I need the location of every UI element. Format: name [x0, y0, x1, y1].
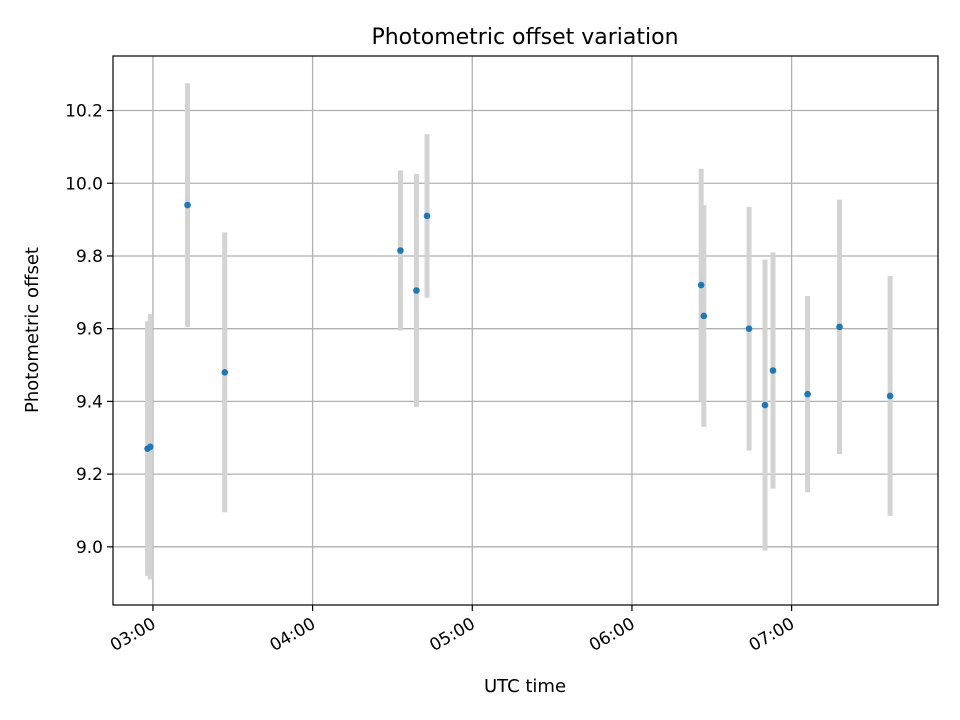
x-tick-label: 03:00 — [107, 614, 159, 656]
x-tick-label: 05:00 — [426, 614, 478, 656]
data-point — [413, 287, 420, 294]
grid — [113, 56, 938, 605]
y-tick-label: 9.4 — [76, 392, 103, 412]
data-point — [423, 212, 431, 220]
y-axis-label: Photometric offset — [22, 247, 43, 413]
y-tick-label: 9.8 — [76, 247, 103, 267]
y-tick-label: 9.2 — [76, 465, 103, 485]
y-tick-label: 9.6 — [76, 320, 103, 340]
y-tick-label: 9.0 — [76, 538, 103, 558]
data-point — [397, 247, 404, 254]
data-point — [836, 323, 843, 331]
y-tick-label: 10.2 — [65, 102, 103, 122]
data-point — [761, 401, 769, 409]
data-point — [221, 369, 229, 376]
x-tick-label: 06:00 — [586, 614, 638, 656]
data-point — [184, 201, 191, 209]
y-tick-label: 10.0 — [65, 174, 103, 194]
chart-title: Photometric offset variation — [371, 25, 678, 50]
y-axis-ticks: 9.0 9.2 9.4 9.6 9.8 10.0 10.2 — [65, 102, 113, 558]
data-point — [745, 325, 753, 332]
data-points — [144, 201, 894, 452]
data-point — [886, 392, 894, 400]
data-point — [700, 312, 708, 320]
x-axis-ticks: 03:00 04:00 05:00 06:00 07:00 — [107, 605, 798, 656]
data-point — [146, 443, 154, 451]
x-tick-label: 04:00 — [267, 614, 319, 656]
plot-frame — [112, 55, 939, 606]
errorbars — [145, 83, 893, 580]
x-axis-label: UTC time — [484, 676, 566, 697]
x-tick-label: 07:00 — [746, 614, 798, 656]
data-point — [804, 390, 811, 398]
data-point — [769, 367, 777, 374]
data-point — [697, 281, 705, 289]
